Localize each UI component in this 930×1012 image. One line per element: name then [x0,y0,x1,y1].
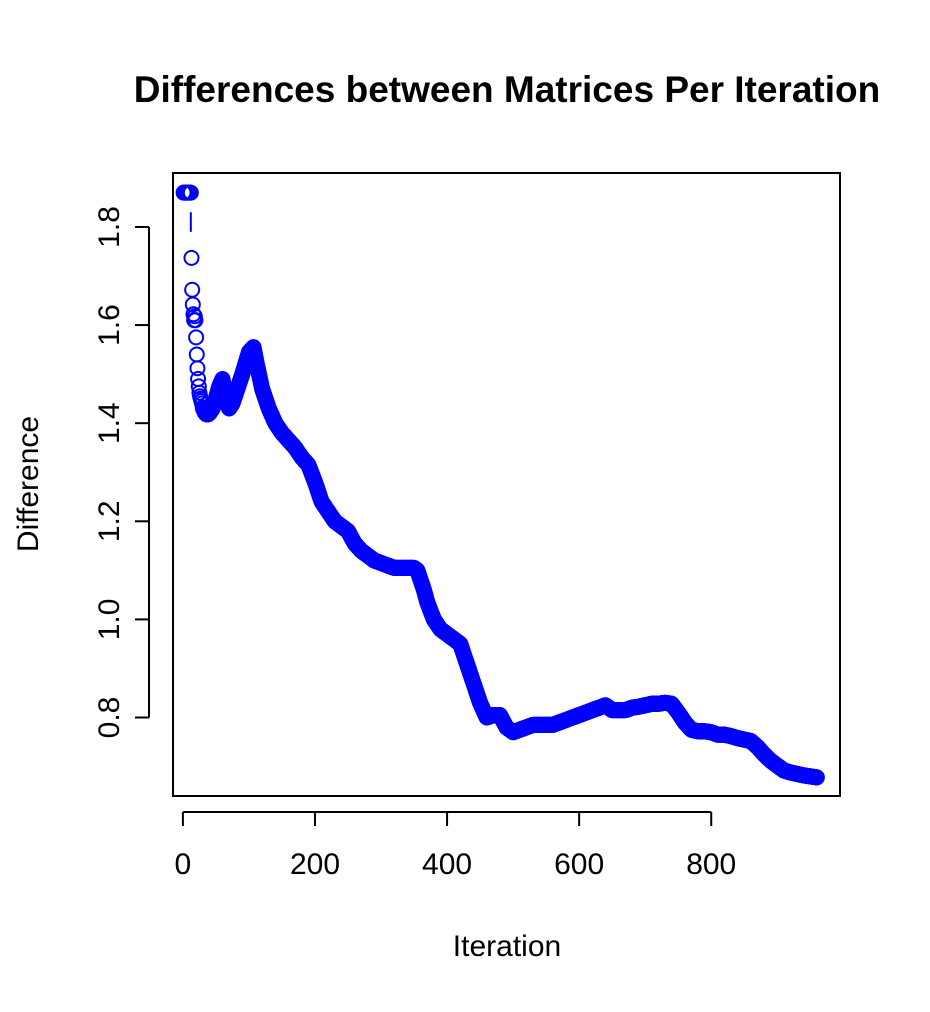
data-point [190,378,207,395]
y-tick-label: 1.8 [93,206,126,248]
data-point [184,281,201,298]
data-point [187,312,204,329]
x-tick-label: 600 [554,848,604,881]
data-point [184,296,201,313]
y-tick-label: 1.2 [93,500,126,542]
data-point [808,769,825,786]
data-point [183,249,200,266]
x-tick-label: 400 [422,848,472,881]
data-point [188,346,205,363]
y-tick-label: 0.8 [93,697,126,739]
x-tick-label: 800 [686,848,736,881]
y-tick-label: 1.6 [93,304,126,346]
x-axis: 0 200 400 600 800 [175,811,736,881]
plot-frame [172,172,841,797]
data-point [189,360,206,377]
x-tick-label: 200 [290,848,340,881]
data-points [175,184,825,786]
y-axis: 0.8 1.0 1.2 1.4 1.6 1.8 [93,206,150,739]
y-tick-label: 1.0 [93,599,126,641]
x-axis-label: Iteration [453,930,561,963]
data-point [188,329,205,346]
chart-title: Differences between Matrices Per Iterati… [134,69,880,110]
data-point [182,184,199,201]
y-tick-label: 1.4 [93,402,126,444]
x-tick-label: 0 [175,848,192,881]
y-axis-label: Difference [12,416,45,552]
